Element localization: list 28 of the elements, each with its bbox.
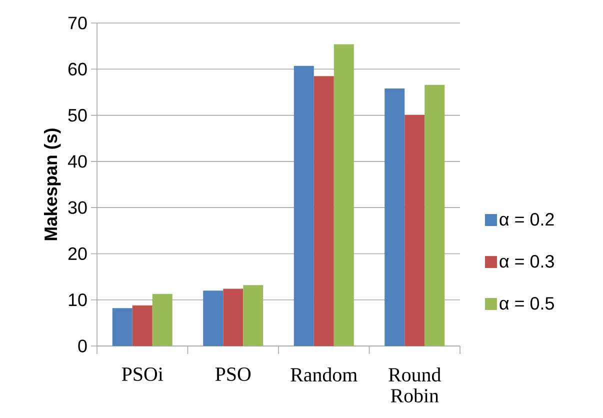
bar — [404, 114, 425, 346]
y-axis-title: Makespan (s) — [44, 128, 61, 240]
y-tick-label: 0 — [78, 340, 87, 352]
bar — [152, 294, 172, 346]
bar — [424, 84, 445, 346]
y-tick-label: 40 — [68, 155, 87, 168]
bar — [112, 308, 132, 346]
bar — [132, 305, 152, 346]
legend-label: α = 0.3 — [500, 255, 554, 268]
bar — [334, 44, 354, 346]
bar — [294, 66, 314, 346]
y-tick-label: 30 — [68, 201, 87, 214]
y-tick-label: 60 — [68, 62, 87, 76]
x-tick-label: Random — [290, 368, 358, 382]
bar — [223, 288, 244, 346]
y-tick-label: 20 — [68, 247, 87, 260]
y-tick-label: 10 — [68, 294, 87, 306]
bar — [384, 88, 405, 346]
x-tick-label: Round Robin — [388, 368, 441, 402]
bar — [314, 76, 334, 346]
legend-label: α = 0.2 — [500, 213, 554, 226]
bar — [243, 285, 264, 346]
bar — [203, 290, 224, 346]
y-tick-label: 70 — [68, 16, 87, 30]
x-tick-label: PSO — [215, 368, 251, 381]
x-tick-label: PSOi — [122, 368, 164, 381]
y-tick-label: 50 — [68, 108, 87, 122]
legend-label: α = 0.5 — [500, 297, 554, 310]
